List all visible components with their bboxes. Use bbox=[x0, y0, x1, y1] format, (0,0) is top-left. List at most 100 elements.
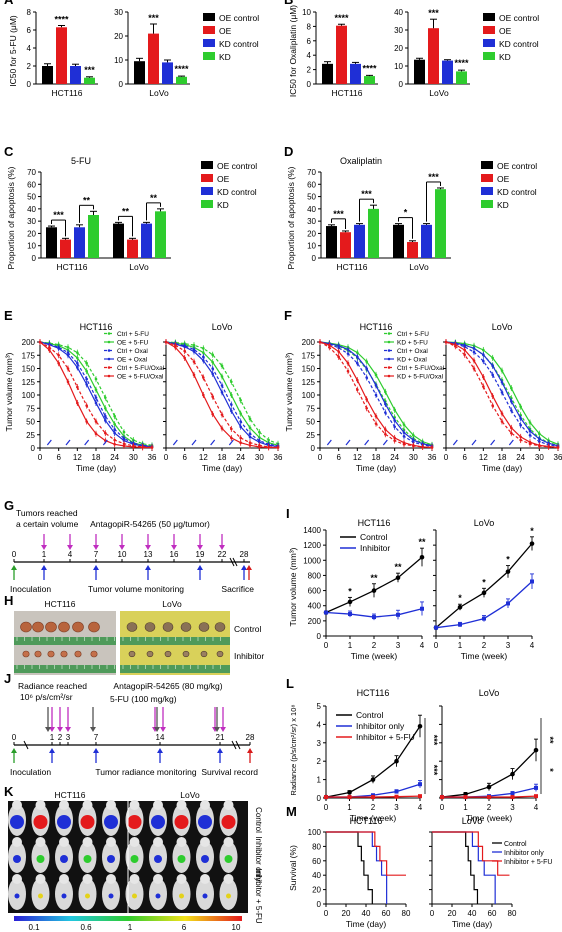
legend-entry: OE bbox=[219, 26, 232, 36]
y-tick-label: 10 bbox=[114, 56, 123, 65]
signal-spot bbox=[36, 855, 45, 863]
treatment-marker bbox=[84, 439, 90, 446]
data-point bbox=[500, 380, 504, 384]
significance-bracket: ** bbox=[118, 206, 133, 237]
data-point bbox=[393, 415, 396, 419]
data-point bbox=[486, 784, 492, 790]
legend-entry: OE bbox=[217, 174, 230, 184]
x-tick-label: 0 bbox=[324, 909, 329, 918]
signal-spot bbox=[104, 815, 118, 829]
data-point bbox=[328, 343, 331, 347]
mouse-head bbox=[176, 874, 187, 884]
data-point bbox=[370, 777, 376, 782]
data-point bbox=[94, 401, 98, 405]
survival-curve bbox=[326, 831, 373, 904]
data-point bbox=[519, 417, 522, 420]
legend-entry: Ctrl + 5-FU bbox=[117, 331, 149, 338]
x-axis-label: Time (day) bbox=[76, 463, 116, 473]
data-point bbox=[66, 367, 70, 370]
y-tick-label: 60 bbox=[307, 180, 316, 189]
data-point bbox=[94, 396, 98, 399]
legend-entry: KD bbox=[217, 200, 229, 210]
data-point bbox=[57, 361, 60, 365]
data-point bbox=[356, 361, 359, 365]
legend-swatch bbox=[481, 174, 493, 182]
x-axis-label: Time (day) bbox=[452, 919, 492, 929]
record-arrow-head bbox=[247, 748, 253, 753]
group-label: LoVo bbox=[149, 88, 169, 98]
subchart-title: HCT116 bbox=[357, 688, 390, 698]
data-point bbox=[230, 436, 233, 440]
legend-swatch bbox=[483, 13, 495, 21]
treatment-marker bbox=[172, 439, 178, 446]
timeline-day: 7 bbox=[94, 550, 99, 559]
photo-title: HCT116 bbox=[54, 790, 85, 800]
y-axis-label: Tumor volume (mm³) bbox=[288, 547, 298, 626]
data-point bbox=[239, 425, 242, 429]
legend-swatch bbox=[203, 52, 215, 60]
data-point bbox=[192, 350, 196, 353]
timeline-day: 10 bbox=[118, 550, 127, 559]
data-point bbox=[356, 355, 359, 359]
y-tick-label: 200 bbox=[302, 338, 316, 347]
significance: *** bbox=[429, 735, 439, 746]
sacrifice-arrow-head bbox=[246, 565, 252, 570]
timeline-day: 1 bbox=[42, 550, 47, 559]
data-point bbox=[510, 791, 515, 796]
y-tick-label: 40 bbox=[394, 8, 403, 17]
data-point bbox=[444, 340, 448, 344]
mouse-head bbox=[129, 800, 140, 810]
drug-arrow-head bbox=[93, 545, 99, 550]
tumor bbox=[47, 650, 55, 658]
x-axis-label: Time (day) bbox=[482, 463, 522, 473]
x-axis-label: Time (week) bbox=[350, 813, 397, 823]
data-point bbox=[76, 361, 79, 365]
panel-letter: L bbox=[286, 676, 294, 691]
data-point bbox=[482, 616, 486, 621]
tumor bbox=[72, 621, 84, 633]
chart-title: Oxaliplatin bbox=[340, 156, 382, 166]
panel-letter: M bbox=[286, 804, 297, 819]
y-tick-label: 0 bbox=[317, 794, 322, 803]
data-point bbox=[491, 404, 494, 407]
data-point bbox=[104, 396, 107, 399]
legend-entry: Inhibitor + 5-FU bbox=[356, 732, 415, 742]
subchart: 0 6 12 18 24 30 36 LoVo Time (day) bbox=[443, 322, 562, 473]
treatment-marker bbox=[345, 439, 351, 446]
data-point bbox=[519, 438, 522, 442]
legend-swatch bbox=[201, 200, 213, 208]
data-point bbox=[76, 366, 79, 369]
data-point bbox=[547, 445, 550, 448]
y-tick-label: 75 bbox=[306, 404, 315, 413]
tumor bbox=[90, 650, 98, 658]
imaging-row-label: Inhibitor + 5-FU bbox=[254, 868, 263, 924]
x-tick-label: 18 bbox=[372, 453, 381, 462]
y-tick-label: 40 bbox=[307, 205, 316, 214]
y-tick-label: 1000 bbox=[303, 556, 321, 565]
y-axis-label: Radiance (p/s/cm²/sr) x 10⁸ bbox=[289, 704, 298, 795]
panel-letter: G bbox=[4, 498, 14, 513]
data-point bbox=[211, 360, 214, 364]
data-point bbox=[402, 423, 406, 426]
data-point bbox=[402, 435, 406, 438]
timeline-day: 4 bbox=[68, 550, 73, 559]
data-point bbox=[183, 345, 186, 349]
data-point bbox=[347, 599, 353, 605]
signal-spot bbox=[83, 855, 92, 863]
data-point bbox=[76, 356, 79, 360]
data-point bbox=[346, 361, 350, 365]
legend-entry: OE + Oxal bbox=[117, 357, 148, 364]
data-point bbox=[472, 347, 476, 350]
data-point bbox=[94, 388, 98, 392]
data-point bbox=[202, 393, 205, 397]
data-point bbox=[318, 340, 322, 344]
group-label: LoVo bbox=[409, 262, 429, 272]
bar bbox=[407, 242, 418, 258]
data-point bbox=[454, 343, 457, 346]
y-tick-label: 6 bbox=[307, 37, 312, 46]
timeline-day: 14 bbox=[156, 733, 165, 742]
monitor-arrow-head bbox=[217, 748, 223, 753]
data-point bbox=[412, 433, 415, 437]
y-tick-label: 400 bbox=[308, 602, 322, 611]
drug-arrow-head bbox=[57, 727, 63, 732]
